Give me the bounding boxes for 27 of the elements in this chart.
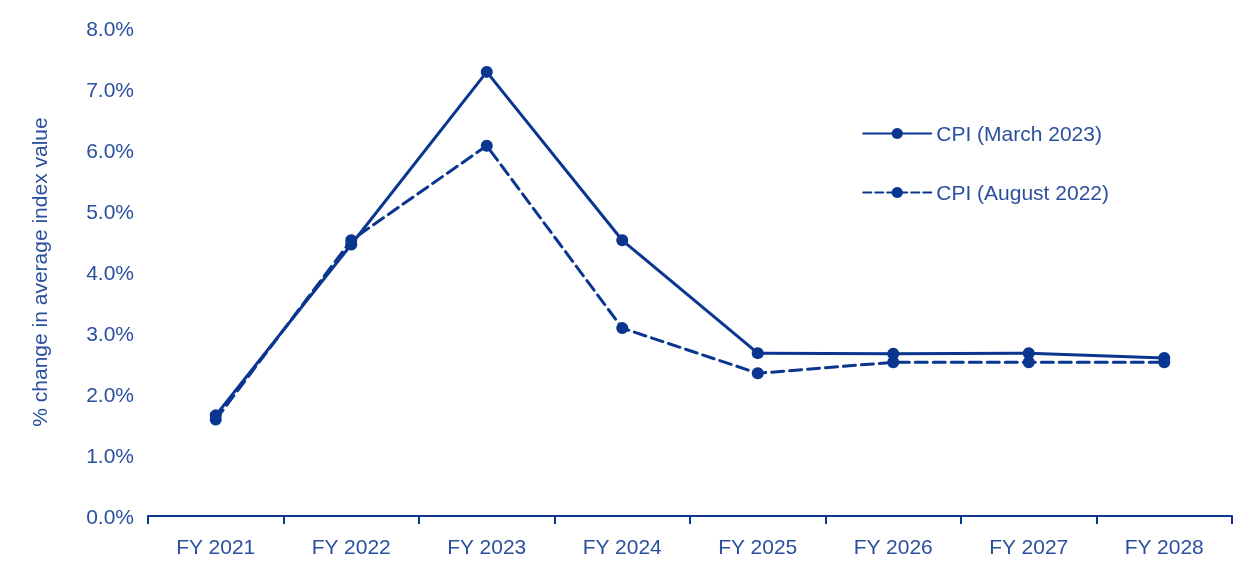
x-tick-label: FY 2024	[582, 535, 663, 558]
y-tick-label: 8.0%	[86, 16, 134, 40]
x-tick-label: FY 2021	[176, 535, 256, 558]
y-tick-label: 7.0%	[86, 77, 134, 101]
x-tick-label: FY 2022	[311, 535, 391, 558]
x-tick-label: FY 2023	[447, 535, 527, 558]
point	[1022, 356, 1035, 369]
point	[480, 139, 493, 152]
point	[751, 367, 764, 380]
x-tick-label: FY 2025	[718, 535, 798, 558]
point	[616, 234, 629, 247]
x-tick-label: FY 2028	[1124, 535, 1204, 558]
x-tick-label: FY 2027	[989, 535, 1069, 558]
point	[480, 65, 493, 78]
x-tick-label: FY 2026	[853, 535, 933, 558]
y-tick-label: 1.0%	[86, 443, 134, 467]
y-tick-label: 0.0%	[86, 504, 134, 528]
legend-label: CPI (August 2022)	[936, 181, 1110, 204]
y-tick-label: 5.0%	[86, 199, 134, 223]
y-tick-label: 3.0%	[86, 321, 134, 345]
y-tick-label: 6.0%	[86, 138, 134, 162]
legend-label: CPI (March 2023)	[936, 122, 1102, 145]
point	[616, 322, 629, 335]
point	[751, 347, 764, 360]
y-axis-title: % change in average index value	[28, 117, 51, 427]
y-tick-label: 2.0%	[86, 382, 134, 406]
y-tick-label: 4.0%	[86, 260, 134, 284]
